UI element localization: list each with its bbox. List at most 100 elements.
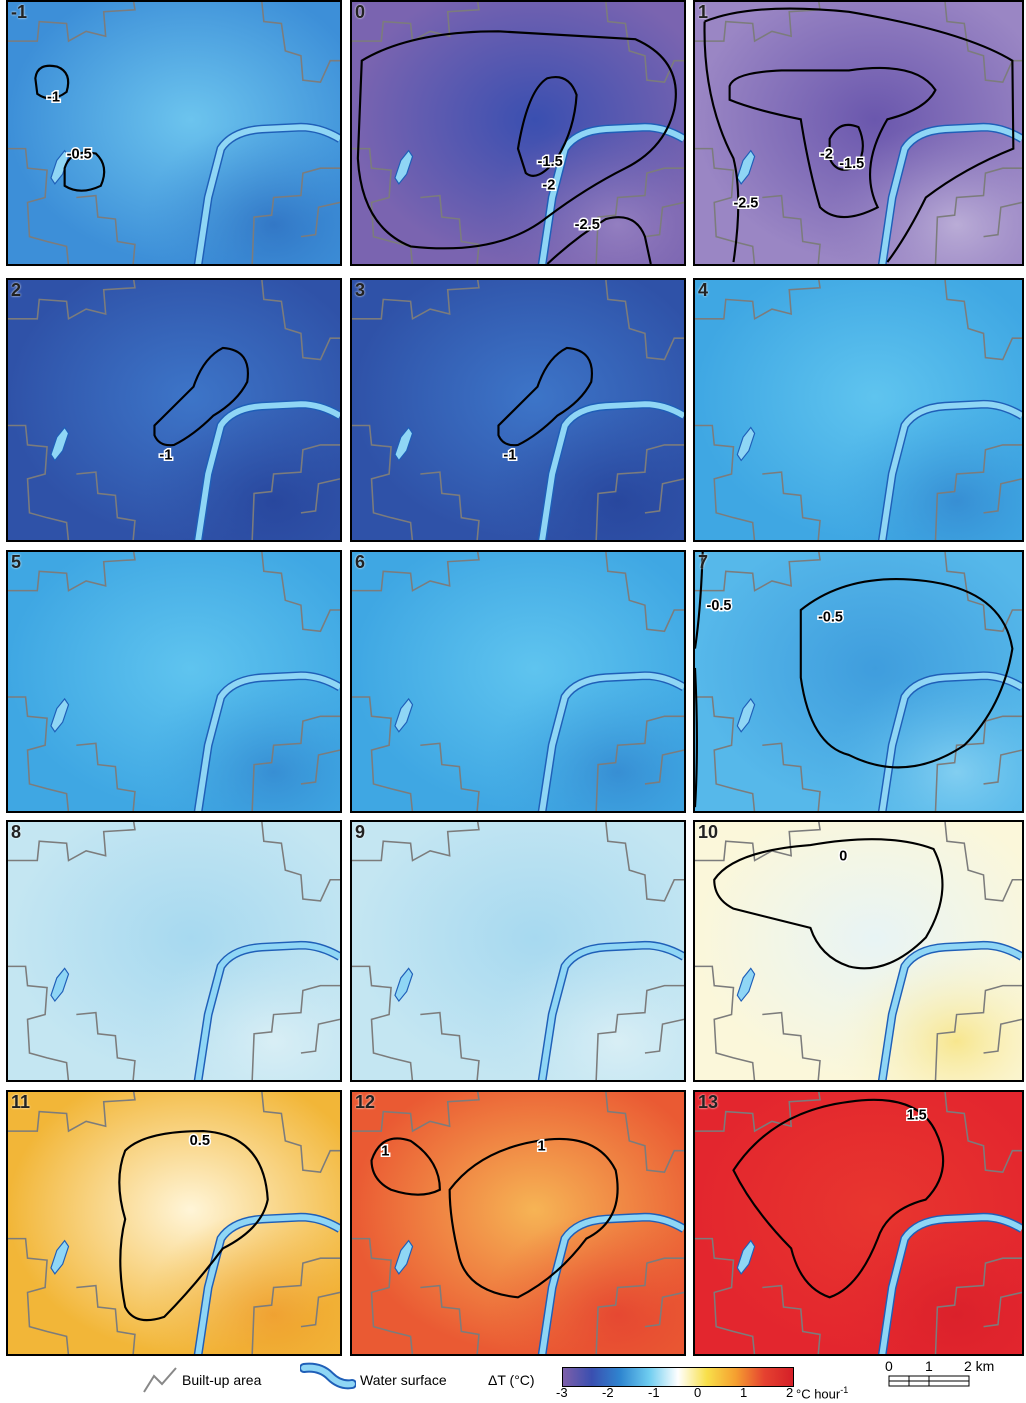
legend: Built-up area Water surface ΔT (°C) -3 -2…	[0, 1358, 1026, 1403]
builtup-boundary	[695, 147, 756, 264]
isoline-label: -1	[503, 448, 516, 464]
lake	[394, 149, 414, 185]
builtup-boundary	[352, 1237, 414, 1354]
builtup-boundary	[76, 742, 136, 811]
builtup-boundary	[944, 280, 1022, 361]
builtup-boundary	[605, 552, 684, 633]
builtup-boundary	[420, 471, 480, 540]
builtup-boundary	[261, 822, 340, 902]
builtup-boundary	[420, 194, 480, 264]
builtup-boundary	[261, 1092, 340, 1174]
builtup-boundary	[644, 749, 684, 785]
map-panel: -1.5 -2 -2.5 0	[350, 0, 686, 266]
river	[195, 401, 340, 540]
builtup-boundary	[695, 2, 821, 43]
builtup-boundary	[352, 552, 480, 592]
isoline	[703, 7, 1015, 263]
river	[539, 942, 684, 1080]
temperature-map	[352, 822, 684, 1080]
builtup-boundary	[983, 201, 1022, 238]
temperature-map: 1.5	[695, 1092, 1022, 1354]
isoline	[497, 346, 593, 447]
isoline-label: 0	[839, 849, 847, 865]
builtup-boundary	[644, 201, 684, 238]
builtup-boundary	[352, 147, 414, 264]
isoline-label: -2.5	[575, 217, 600, 233]
builtup-boundary	[352, 822, 480, 862]
isoline-label: -1.5	[538, 154, 563, 170]
map-panel: 0 10	[693, 820, 1024, 1082]
panel-hour-label: 12	[355, 1092, 376, 1112]
builtup-boundary	[300, 478, 340, 514]
lake	[394, 967, 414, 1003]
builtup-boundary	[605, 822, 684, 902]
builtup-boundary	[644, 1018, 684, 1054]
builtup-boundary	[420, 1011, 480, 1080]
lake	[736, 1239, 756, 1275]
builtup-boundary	[8, 552, 136, 592]
isoline-label: -2.5	[733, 195, 758, 211]
builtup-boundary	[695, 280, 821, 321]
builtup-boundary	[762, 471, 821, 540]
scale-bar-graphic	[888, 1375, 970, 1387]
builtup-boundary	[8, 2, 136, 43]
temperature-map	[8, 822, 340, 1080]
builtup-boundary	[76, 194, 136, 264]
builtup-boundary	[595, 984, 684, 1080]
isoline	[732, 1098, 945, 1299]
builtup-boundary	[352, 2, 480, 43]
isoline-label: -0.5	[818, 610, 843, 626]
temperature-map: 0	[695, 822, 1022, 1080]
colorbar	[562, 1367, 794, 1387]
builtup-boundary	[983, 749, 1022, 785]
isoline	[713, 838, 944, 970]
colorbar-tick-label: -1	[648, 1385, 660, 1400]
lake	[50, 697, 70, 733]
builtup-boundary	[934, 444, 1022, 540]
isoline	[546, 216, 652, 264]
lake	[394, 697, 414, 733]
builtup-boundary	[261, 2, 340, 84]
builtup-boundary	[983, 478, 1022, 514]
panel-hour-label: 1	[698, 2, 709, 22]
isoline	[63, 151, 106, 192]
builtup-label: Built-up area	[182, 1372, 262, 1388]
colorbar-unit: °C hour-1	[796, 1385, 849, 1402]
map-panel: 8	[6, 820, 342, 1082]
builtup-boundary	[762, 1011, 821, 1080]
isoline	[728, 67, 937, 219]
builtup-boundary	[695, 696, 756, 811]
builtup-boundary	[944, 552, 1022, 633]
temperature-map	[352, 552, 684, 811]
river	[539, 672, 684, 811]
river	[195, 672, 340, 811]
builtup-boundary	[420, 1284, 480, 1354]
river	[879, 672, 1022, 811]
builtup-boundary	[605, 2, 684, 84]
river	[539, 124, 684, 264]
panel-hour-label: 2	[11, 280, 22, 300]
builtup-boundary	[695, 822, 821, 862]
builtup-boundary	[261, 280, 340, 361]
river	[195, 124, 340, 264]
colorbar-tick-label: -2	[602, 1385, 614, 1400]
map-panel: -1 -0.5 -1	[6, 0, 342, 266]
lake	[736, 697, 756, 733]
isoline-label: -1	[159, 448, 172, 464]
river	[879, 942, 1022, 1080]
scale-tick-1: 1	[925, 1358, 933, 1374]
lake	[736, 426, 756, 462]
builtup-boundary	[762, 742, 821, 811]
map-panel: -1 2	[6, 278, 342, 542]
panel-hour-label: 6	[355, 552, 366, 572]
builtup-boundary	[300, 749, 340, 785]
panel-hour-label: 4	[698, 280, 709, 300]
builtup-boundary	[352, 424, 414, 540]
river	[879, 401, 1022, 540]
builtup-boundary	[352, 965, 414, 1080]
panel-hour-label: 9	[355, 822, 366, 842]
builtup-boundary	[8, 822, 136, 862]
water-label: Water surface	[360, 1372, 447, 1388]
builtup-boundary	[8, 1092, 136, 1133]
isoline-label: 1	[381, 1144, 389, 1160]
